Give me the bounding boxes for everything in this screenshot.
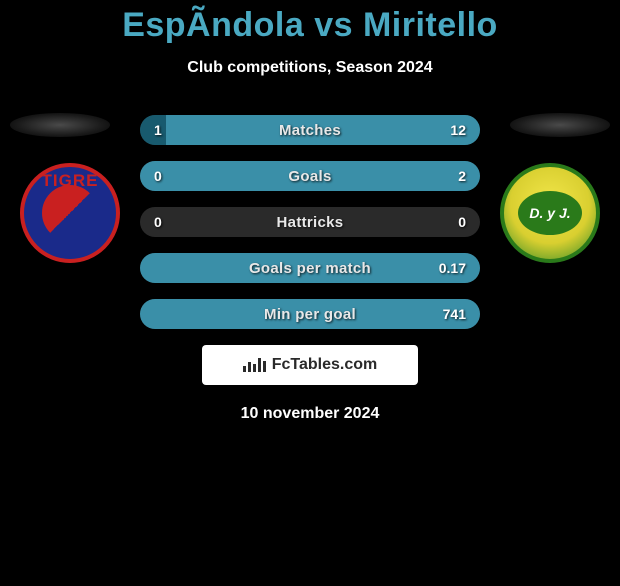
tigre-badge-icon: TIGRE bbox=[20, 163, 120, 263]
chart-icon bbox=[243, 358, 266, 372]
page-subtitle: Club competitions, Season 2024 bbox=[0, 59, 620, 77]
badge-right-label: D. y J. bbox=[518, 191, 582, 235]
footer-date: 10 november 2024 bbox=[0, 405, 620, 423]
stat-row: Min per goal741 bbox=[140, 299, 480, 329]
page-title: EspÃ­ndola vs Miritello bbox=[0, 6, 620, 45]
stat-value-left bbox=[140, 299, 168, 329]
stat-value-left: 0 bbox=[140, 161, 176, 191]
stat-row: Hattricks0 0 bbox=[140, 207, 480, 237]
club-badge-right: D. y J. bbox=[500, 163, 600, 263]
stat-row: Goals0 2 bbox=[140, 161, 480, 191]
stat-row: Matches1 12 bbox=[140, 115, 480, 145]
stat-value-left: 0 bbox=[140, 207, 176, 237]
stat-value-right: 2 bbox=[444, 161, 480, 191]
club-badge-left: TIGRE bbox=[20, 163, 120, 263]
avatar-shadow-left bbox=[10, 113, 110, 137]
stat-value-right: 0 bbox=[444, 207, 480, 237]
branding-box: FcTables.com bbox=[202, 345, 418, 385]
stat-value-left bbox=[140, 253, 168, 283]
stat-label: Hattricks bbox=[140, 207, 480, 237]
avatar-shadow-right bbox=[510, 113, 610, 137]
stat-value-right: 12 bbox=[436, 115, 480, 145]
branding-text: FcTables.com bbox=[272, 356, 378, 374]
stat-row: Goals per match0.17 bbox=[140, 253, 480, 283]
dyj-badge-icon: D. y J. bbox=[500, 163, 600, 263]
stat-value-right: 0.17 bbox=[425, 253, 480, 283]
stats-list: Matches112Goals02Hattricks00Goals per ma… bbox=[140, 113, 480, 329]
stat-value-right: 741 bbox=[429, 299, 480, 329]
stat-label: Matches bbox=[140, 115, 480, 145]
badge-left-label: TIGRE bbox=[42, 171, 99, 191]
comparison-panel: TIGRE D. y J. Matches112Goals02Hattricks… bbox=[0, 113, 620, 423]
stat-label: Goals bbox=[140, 161, 480, 191]
stat-value-left: 1 bbox=[140, 115, 176, 145]
